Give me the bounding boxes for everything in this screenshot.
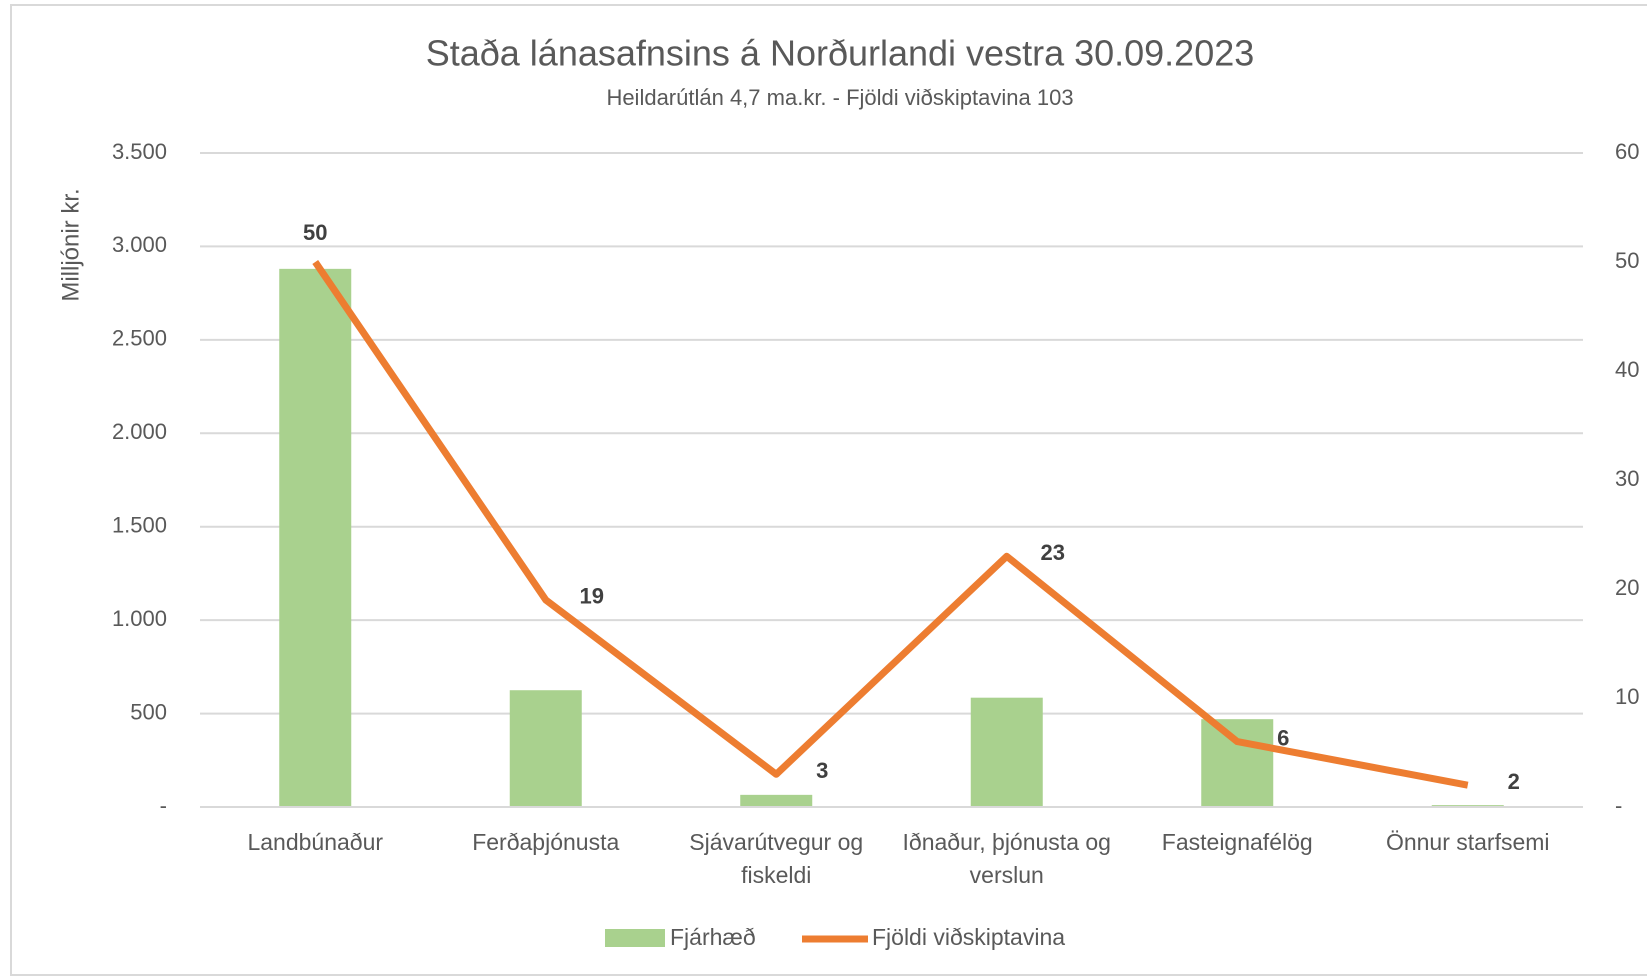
bar: [740, 794, 813, 807]
x-tick-label: Iðnaður, þjónusta og verslun: [902, 829, 1111, 888]
x-tick-label: Landbúnaður: [247, 829, 384, 855]
y-tick-label: -: [160, 793, 167, 818]
x-tick-label: Sjávarútvegur og fiskeldi: [689, 829, 864, 888]
x-tick-label: Önnur starfsemi: [1385, 829, 1550, 855]
data-label: 50: [303, 220, 327, 245]
data-label: 2: [1508, 769, 1520, 794]
y2-tick-label: 20: [1615, 575, 1639, 600]
x-tick-label: Ferðaþjónusta: [472, 829, 620, 855]
data-label: 3: [816, 758, 828, 783]
y-tick-label: 2.500: [112, 326, 167, 351]
y2-tick-label: 40: [1615, 357, 1639, 382]
bar: [279, 268, 352, 807]
bar: [970, 697, 1043, 807]
y-tick-label: 3.000: [112, 232, 167, 257]
legend-label: Fjöldi viðskiptavina: [872, 924, 1065, 950]
y2-tick-label: 10: [1615, 684, 1639, 709]
line: [312, 260, 1469, 789]
data-label: 19: [580, 584, 604, 609]
chart-title: Staða lánasafnsins á Norðurlandi vestra …: [426, 33, 1255, 74]
y-axis-title: Milljónir kr.: [57, 188, 84, 301]
data-label: 23: [1041, 540, 1065, 565]
data-label: 6: [1277, 725, 1289, 750]
chart-frame: [10, 4, 1647, 976]
legend-swatch: [605, 929, 665, 947]
bar: [1201, 719, 1274, 807]
y-tick-label: 500: [130, 699, 167, 724]
y-tick-label: 3.500: [112, 139, 167, 164]
bar: [509, 690, 582, 807]
y2-tick-label: 30: [1615, 466, 1639, 491]
y2-tick-label: 50: [1615, 248, 1639, 273]
y2-tick-label: 60: [1615, 139, 1639, 164]
x-tick-label: Fasteignafélög: [1161, 829, 1313, 855]
legend-label: Fjárhæð: [670, 924, 756, 950]
y2-tick-label: -: [1615, 793, 1622, 818]
y-tick-label: 1.500: [112, 513, 167, 538]
chart-subtitle: Heildarútlán 4,7 ma.kr. - Fjöldi viðskip…: [606, 85, 1073, 110]
y-tick-label: 1.000: [112, 606, 167, 631]
y-tick-label: 2.000: [112, 419, 167, 444]
